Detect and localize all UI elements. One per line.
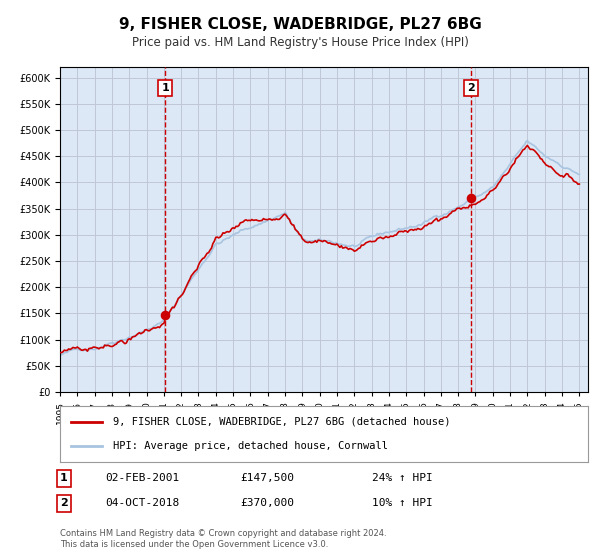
Text: 1: 1 bbox=[161, 83, 169, 93]
Text: 2: 2 bbox=[467, 83, 475, 93]
Text: £370,000: £370,000 bbox=[240, 498, 294, 508]
Text: HPI: Average price, detached house, Cornwall: HPI: Average price, detached house, Corn… bbox=[113, 441, 388, 451]
Point bbox=[466, 194, 476, 203]
Text: 9, FISHER CLOSE, WADEBRIDGE, PL27 6BG: 9, FISHER CLOSE, WADEBRIDGE, PL27 6BG bbox=[119, 17, 481, 32]
Text: 10% ↑ HPI: 10% ↑ HPI bbox=[372, 498, 433, 508]
Text: £147,500: £147,500 bbox=[240, 473, 294, 483]
Text: Price paid vs. HM Land Registry's House Price Index (HPI): Price paid vs. HM Land Registry's House … bbox=[131, 36, 469, 49]
Text: 02-FEB-2001: 02-FEB-2001 bbox=[105, 473, 179, 483]
Text: 24% ↑ HPI: 24% ↑ HPI bbox=[372, 473, 433, 483]
Text: 1: 1 bbox=[60, 473, 68, 483]
Text: 04-OCT-2018: 04-OCT-2018 bbox=[105, 498, 179, 508]
Text: 9, FISHER CLOSE, WADEBRIDGE, PL27 6BG (detached house): 9, FISHER CLOSE, WADEBRIDGE, PL27 6BG (d… bbox=[113, 417, 450, 427]
Text: Contains HM Land Registry data © Crown copyright and database right 2024.
This d: Contains HM Land Registry data © Crown c… bbox=[60, 529, 386, 549]
Point bbox=[160, 310, 170, 319]
Text: 2: 2 bbox=[60, 498, 68, 508]
